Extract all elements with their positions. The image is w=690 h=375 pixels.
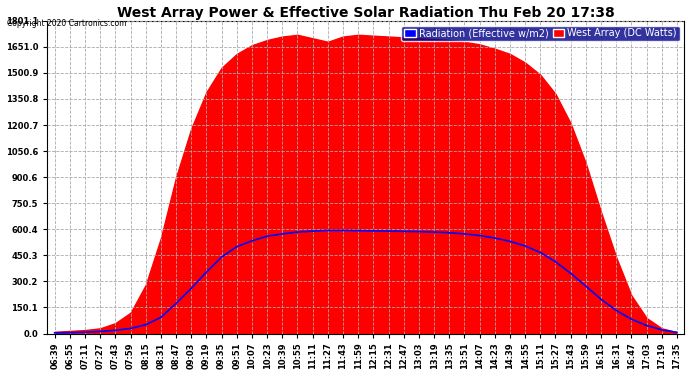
Title: West Array Power & Effective Solar Radiation Thu Feb 20 17:38: West Array Power & Effective Solar Radia…	[117, 6, 615, 20]
Legend: Radiation (Effective w/m2), West Array (DC Watts): Radiation (Effective w/m2), West Array (…	[402, 26, 680, 41]
Text: Copyright 2020 Cartronics.com: Copyright 2020 Cartronics.com	[7, 19, 126, 28]
